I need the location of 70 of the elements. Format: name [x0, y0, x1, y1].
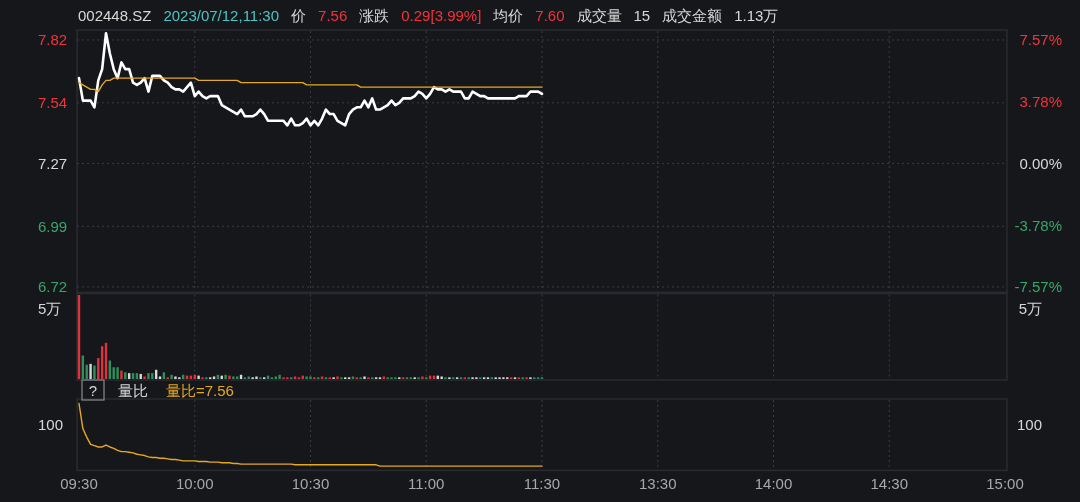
x-tick-label: 13:30	[638, 474, 677, 492]
text: 15	[633, 6, 651, 24]
chart-title: 量比	[118, 381, 148, 399]
text: 成交量	[576, 6, 622, 24]
text: 均价	[492, 6, 524, 24]
bar	[170, 374, 173, 379]
bar	[293, 376, 297, 379]
bar	[158, 376, 162, 379]
y2-tick-label: -7.57%	[1014, 278, 1062, 296]
x-tick-label: 11:30	[523, 474, 561, 492]
text: 5万	[38, 299, 62, 317]
text: 2023/07/12,11:30	[163, 6, 280, 24]
bar	[228, 375, 231, 379]
bar	[440, 376, 443, 379]
bar	[247, 376, 250, 379]
bar	[382, 376, 385, 379]
x-tick-label: 10:30	[291, 474, 330, 492]
bar	[212, 376, 216, 379]
bar	[336, 376, 339, 379]
x-tick-label: 10:00	[175, 474, 214, 492]
x-tick-label: 09:30	[60, 474, 98, 492]
y-tick-label: 6.72	[38, 278, 68, 296]
bar	[116, 367, 119, 379]
line-series	[77, 31, 544, 127]
bar	[274, 376, 277, 379]
bar	[232, 376, 235, 379]
bar	[351, 376, 355, 379]
bar	[320, 376, 324, 379]
x-tick-label: 11:00	[408, 474, 445, 492]
y2-tick-label: 3.78%	[1019, 93, 1062, 111]
x-tick-label: 14:30	[870, 474, 909, 492]
text: 量比=7.56	[166, 381, 234, 399]
bar	[120, 370, 123, 379]
bar	[197, 375, 200, 379]
y2-tick-label: 7.57%	[1019, 31, 1062, 49]
bar	[421, 376, 424, 379]
bar	[278, 374, 281, 379]
y2-tick-label: -3.78%	[1014, 216, 1062, 234]
bar	[224, 374, 227, 379]
bar	[255, 376, 258, 379]
bar	[363, 376, 366, 379]
line-series	[78, 77, 543, 93]
y-tick-label: 6.99	[38, 217, 68, 235]
bar	[236, 376, 239, 379]
bar	[93, 365, 96, 379]
y-tick-label: 7.27	[38, 154, 68, 172]
text: 0.29[3.99%]	[401, 6, 482, 24]
text: 7.56	[318, 6, 348, 24]
x-tick-label: 14:00	[754, 474, 793, 492]
text: 价	[290, 6, 307, 24]
help-icon: ?	[81, 379, 105, 401]
bar	[143, 376, 146, 379]
text: 7.60	[535, 6, 565, 24]
text: 5万	[1018, 299, 1042, 317]
bar	[305, 376, 308, 379]
x-tick-label: 15:00	[986, 474, 1024, 492]
text: 1.13万	[734, 6, 779, 24]
y-tick-label: 7.82	[38, 31, 68, 49]
bar	[309, 376, 312, 379]
bar	[174, 376, 177, 379]
y2-tick-label: 0.00%	[1019, 154, 1062, 172]
text: 100	[1016, 415, 1042, 433]
text: 成交金额	[662, 6, 723, 24]
text: 涨跌	[359, 6, 390, 24]
text: 100	[38, 415, 64, 433]
chart-title: 002448.SZ	[78, 6, 152, 24]
y-tick-label: 7.54	[38, 94, 68, 112]
bar	[147, 373, 150, 379]
bar	[151, 373, 154, 379]
bar	[89, 363, 92, 379]
